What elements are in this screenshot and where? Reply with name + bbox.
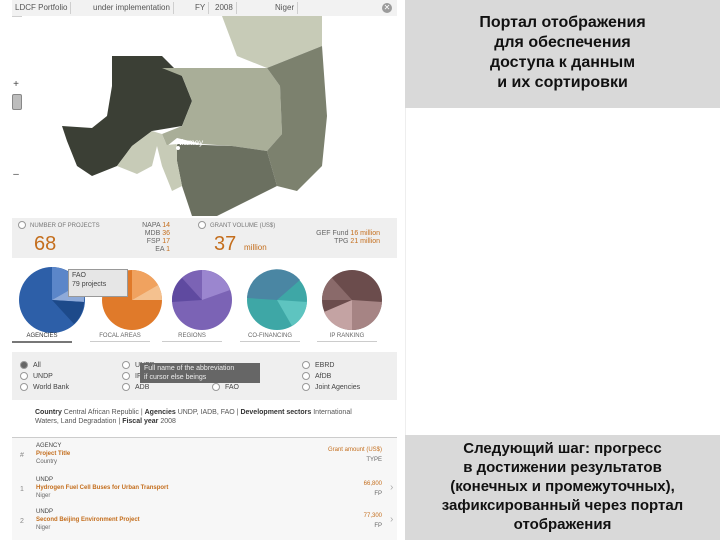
region-mali[interactable] <box>62 56 192 176</box>
projects-value: 68 <box>34 233 57 255</box>
radio-icon <box>302 372 310 380</box>
annotation-panel-bottom: Следующий шаг: прогресс в достижении рез… <box>405 435 720 540</box>
radio-icon <box>198 221 206 229</box>
pie-regions[interactable] <box>171 270 232 330</box>
stats-panel: NUMBER OF PROJECTS 68 NAPA 14 MDB 36 FSP… <box>12 218 397 258</box>
tab-focal-areas[interactable]: FOCAL AREAS <box>90 333 150 342</box>
chevron-right-icon[interactable]: › <box>390 514 394 525</box>
portfolio-filter[interactable]: LDCF Portfolio <box>12 2 72 14</box>
option-undp[interactable]: UNDP <box>20 372 53 380</box>
radio-icon <box>20 372 28 380</box>
tab-agencies[interactable]: AGENCIES <box>12 333 72 343</box>
zoom-in-button[interactable]: + <box>13 79 19 90</box>
radio-icon <box>212 383 220 391</box>
grant-label: GRANT VOLUME (US$) <box>210 223 276 229</box>
radio-icon <box>20 361 28 369</box>
option-adb[interactable]: ADB <box>122 383 149 391</box>
radio-icon <box>122 361 130 369</box>
abbreviation-tooltip: Full name of the abbreviation if cursor … <box>140 363 260 383</box>
portal-screenshot: LDCF Portfolio under implementation FY 2… <box>12 0 397 540</box>
radio-icon <box>20 383 28 391</box>
grant-unit: million <box>244 243 267 252</box>
grant-value: 37 <box>214 233 237 255</box>
projects-toggle[interactable] <box>18 221 31 229</box>
option-world-bank[interactable]: World Bank <box>20 383 69 391</box>
tab-regions[interactable]: REGIONS <box>162 333 222 342</box>
region-nigeria[interactable] <box>177 144 277 216</box>
grant-toggle[interactable] <box>198 221 211 229</box>
option-fao[interactable]: FAO <box>212 383 239 391</box>
category-tabs: AGENCIES FOCAL AREAS REGIONS CO-FINANCIN… <box>12 333 397 347</box>
chevron-right-icon[interactable]: › <box>390 482 394 493</box>
selection-summary: Country Central African Republic | Agenc… <box>35 409 352 425</box>
option-joint-agencies[interactable]: Joint Agencies <box>302 383 360 391</box>
radio-icon <box>122 372 130 380</box>
projects-table: # AGENCY Project Title Country Grant amo… <box>12 437 397 540</box>
zoom-slider-thumb[interactable] <box>12 94 22 110</box>
projects-label: NUMBER OF PROJECTS <box>30 223 100 229</box>
option-afdb[interactable]: AfDB <box>302 372 331 380</box>
region-niger[interactable] <box>162 68 282 151</box>
annotation-text-bottom: Следующий шаг: прогресс в достижении рез… <box>441 440 684 533</box>
pie-charts <box>12 262 397 348</box>
tab-ip-ranking[interactable]: IP RANKING <box>317 333 377 342</box>
status-filter[interactable]: under implementation <box>90 2 174 14</box>
radio-icon <box>302 383 310 391</box>
option-ebrd[interactable]: EBRD <box>302 361 334 369</box>
radio-icon <box>18 221 26 229</box>
zoom-out-button[interactable]: – <box>13 169 19 180</box>
annotation-text-top: Портал отображения для обеспечения досту… <box>479 14 646 91</box>
tab-co-financing[interactable]: CO-FINANCING <box>240 333 300 342</box>
fy-label: FY <box>192 2 210 14</box>
option-all[interactable]: All <box>20 361 41 369</box>
clear-filter-icon[interactable]: ✕ <box>382 3 392 13</box>
pie-tooltip: FAO 79 projects <box>68 269 128 297</box>
radio-icon <box>122 383 130 391</box>
annotation-panel-top: Портал отображения для обеспечения досту… <box>405 0 720 108</box>
zoom-control: + – <box>12 79 22 180</box>
map-svg <box>22 16 397 216</box>
country-filter[interactable]: Niger <box>272 2 299 14</box>
radio-icon <box>302 361 310 369</box>
annotation-spacer <box>405 108 720 435</box>
pie-co-financing[interactable] <box>247 269 307 330</box>
region-benin <box>157 144 182 191</box>
region-burkina <box>117 131 167 174</box>
niamey-marker[interactable] <box>176 146 180 150</box>
city-label-niamey: Niamey <box>176 138 204 147</box>
fy-filter[interactable]: 2008 <box>212 2 237 14</box>
pie-ip-ranking[interactable] <box>322 270 382 331</box>
grant-breakdown: GEF Fund 16 million TPG 21 million <box>316 230 380 245</box>
region-chad[interactable] <box>267 46 327 191</box>
filter-bar: LDCF Portfolio under implementation FY 2… <box>12 0 397 17</box>
region-north-algeria <box>222 16 322 68</box>
country-map[interactable] <box>22 16 397 216</box>
projects-breakdown: NAPA 14 MDB 36 FSP 17 EA 1 <box>142 222 170 253</box>
